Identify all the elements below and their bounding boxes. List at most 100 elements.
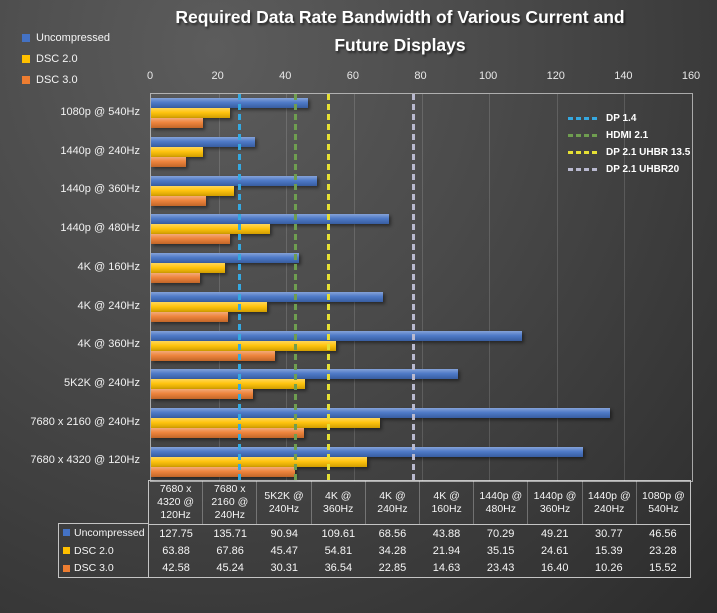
- table-cell: 46.56: [649, 527, 677, 540]
- y-axis-category-label: 1440p @ 240Hz: [60, 144, 140, 157]
- legend-swatch-icon: [22, 75, 30, 84]
- bar-dsc-2-0: [151, 224, 270, 235]
- reference-legend-item-dp-2-1-uhbr20: DP 2.1 UHBR20: [568, 161, 690, 178]
- reference-line-dp-2-1-uhbr-13-5: [326, 94, 330, 481]
- bar-uncompressed: [151, 291, 383, 302]
- table-row-header-uncompressed: Uncompressed: [59, 524, 148, 542]
- bar-dsc-2-0: [151, 147, 204, 158]
- bar-dsc-3-0: [151, 427, 304, 438]
- table-row: 63.88 67.86 45.47 54.81 34.28 21.94 35.15 24.61…: [149, 542, 690, 559]
- y-axis-category-label: 7680 x 2160 @ 240Hz: [30, 415, 140, 428]
- table-cell: 43.88: [432, 527, 461, 540]
- bar-dsc-3-0: [151, 389, 254, 400]
- table-column-header: 1440p @ 480Hz: [474, 481, 529, 524]
- table-cell: 21.94: [432, 544, 461, 557]
- x-axis-tick-labels: 0 20 40 60 80 100 120 140 160: [0, 70, 717, 85]
- bar-dsc-2-0: [151, 185, 235, 196]
- table-column-header: 4K @ 160Hz: [420, 481, 475, 524]
- gridline: [624, 94, 626, 481]
- y-axis-category-label: 5K2K @ 240Hz: [64, 376, 140, 389]
- bar-uncompressed: [151, 214, 389, 225]
- table-row-header-dsc-2-0: DSC 2.0: [59, 542, 148, 560]
- table-column-header: 7680 x 4320 @ 120Hz: [149, 481, 204, 524]
- x-axis-tick-label: 60: [346, 70, 359, 82]
- series-legend-item-uncompressed: Uncompressed: [22, 27, 110, 48]
- bar-uncompressed: [151, 330, 522, 341]
- bar-dsc-2-0: [151, 340, 337, 351]
- table-cell: 63.88: [162, 544, 190, 557]
- table-column-header: 7680 x 2160 @ 240Hz: [203, 481, 258, 524]
- bar-group-4k-360hz: [151, 326, 692, 365]
- bar-group-7680-x-4320-120hz: [151, 442, 692, 481]
- y-axis-category-label: 1440p @ 360Hz: [60, 183, 140, 196]
- bar-group-1440p-240hz: [151, 133, 692, 172]
- x-axis-tick-label: 160: [681, 70, 701, 82]
- table-column-header: 1440p @ 360Hz: [528, 481, 583, 524]
- bar-group-5k2k-240hz: [151, 365, 692, 404]
- reference-line-dp-1-4: [237, 94, 241, 481]
- bar-uncompressed: [151, 446, 583, 457]
- series-legend-item-dsc-2-0: DSC 2.0: [22, 48, 110, 69]
- chart-title: Required Data Rate Bandwidth of Various …: [83, 3, 717, 59]
- table-cell: 49.21: [540, 527, 569, 540]
- table-cell: 16.40: [540, 562, 569, 575]
- chart-title-line2: Future Displays: [334, 35, 466, 55]
- reference-line-hdmi-2-1: [294, 94, 298, 481]
- reference-legend-label: DP 2.1 UHBR20: [606, 164, 680, 175]
- bar-dsc-3-0: [151, 234, 231, 245]
- table-cell: 45.24: [216, 562, 244, 575]
- table-cell: 30.31: [270, 562, 298, 575]
- table-cell: 45.47: [270, 544, 298, 557]
- y-axis-category-label: 4K @ 160Hz: [77, 260, 140, 273]
- dashed-line-icon: [568, 168, 598, 171]
- x-axis-tick-label: 0: [146, 70, 154, 82]
- table-cell: 24.61: [540, 544, 569, 557]
- table-row: 42.58 45.24 30.31 36.54 22.85 14.63 23.43 16.40…: [149, 560, 690, 577]
- bar-group-4k-160hz: [151, 249, 692, 288]
- x-axis-tick-label: 120: [546, 70, 565, 82]
- x-axis-tick-label: 140: [614, 70, 633, 82]
- table-column-header: 4K @ 240Hz: [366, 481, 421, 524]
- table-column-header: 1080p @ 540Hz: [642, 489, 685, 515]
- y-axis-category-label: 1440p @ 480Hz: [60, 222, 140, 235]
- table-row: 127.75 135.71 90.94 109.61 68.56 43.88 70.29 49…: [149, 525, 690, 542]
- bar-uncompressed: [151, 253, 300, 264]
- x-axis-tick-label: 40: [279, 70, 292, 82]
- reference-legend-item-hdmi-2-1: HDMI 2.1: [568, 127, 690, 144]
- data-table-row-headers: Uncompressed DSC 2.0 DSC 3.0: [58, 523, 148, 578]
- bar-group-1440p-480hz: [151, 210, 692, 249]
- bar-dsc-3-0: [151, 350, 275, 361]
- dashed-line-icon: [568, 151, 598, 154]
- bar-group-7680-x-2160-240hz: [151, 404, 692, 443]
- legend-swatch-icon: [22, 33, 30, 42]
- bar-dsc-3-0: [151, 273, 201, 284]
- bar-dsc-2-0: [151, 456, 367, 467]
- table-cell: 90.94: [270, 527, 298, 540]
- bar-uncompressed: [151, 407, 610, 418]
- table-cell: 23.43: [486, 562, 515, 575]
- gridline: [353, 94, 355, 481]
- y-axis-category-label: 4K @ 360Hz: [77, 338, 140, 351]
- bar-group-1080p-540hz: [151, 94, 692, 133]
- bar-dsc-2-0: [151, 301, 267, 312]
- table-cell: 14.63: [432, 562, 461, 575]
- series-legend: Uncompressed DSC 2.0 DSC 3.0: [22, 27, 110, 90]
- bar-group-4k-240hz: [151, 288, 692, 327]
- data-table: 7680 x 4320 @ 120Hz 7680 x 2160 @ 240Hz 5K…: [148, 480, 691, 578]
- bar-dsc-2-0: [151, 417, 381, 428]
- legend-swatch-icon: [22, 54, 30, 63]
- bar-dsc-2-0: [151, 263, 226, 274]
- table-cell: 10.26: [595, 562, 623, 575]
- bar-group-1440p-360hz: [151, 171, 692, 210]
- dashed-line-icon: [568, 117, 598, 120]
- table-cell: 42.58: [162, 562, 190, 575]
- bar-uncompressed: [151, 98, 309, 109]
- bar-dsc-2-0: [151, 379, 305, 390]
- bar-uncompressed: [151, 175, 318, 186]
- table-cell: 70.29: [486, 527, 515, 540]
- series-legend-label: DSC 3.0: [36, 73, 78, 86]
- table-column-header: 4K @ 360Hz: [312, 481, 366, 524]
- table-row-header-dsc-3-0: DSC 3.0: [59, 559, 148, 577]
- table-cell: 30.77: [595, 527, 623, 540]
- table-cell: 15.39: [595, 544, 623, 557]
